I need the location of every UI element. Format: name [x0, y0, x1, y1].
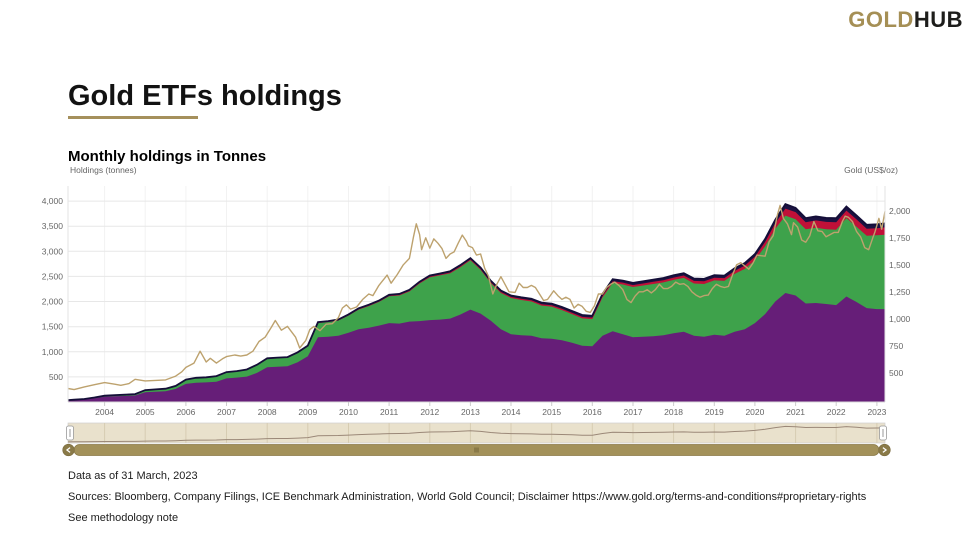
methodology-link[interactable]: See methodology note: [68, 512, 179, 524]
axis-tick-label: 2006: [176, 407, 195, 417]
axis-tick-label: 750: [889, 341, 903, 351]
scrollbar-grip[interactable]: [474, 447, 479, 453]
axis-tick-label: 2011: [380, 407, 399, 417]
goldhub-logo[interactable]: GOLDHUB: [848, 7, 963, 33]
axis-tick-label: 2,500: [42, 271, 64, 281]
axis-tick-label: 2020: [745, 407, 764, 417]
scrollbar-button-left[interactable]: [62, 443, 75, 457]
navigator[interactable]: [66, 422, 887, 444]
page-title: Gold ETFs holdings: [68, 80, 342, 112]
axis-tick-label: 2015: [542, 407, 561, 417]
axis-tick-label: 4,000: [42, 196, 64, 206]
left-axis-title: Holdings (tonnes): [70, 165, 137, 175]
axis-tick-label: 500: [49, 372, 63, 382]
gold-price-line: [67, 204, 886, 391]
axis-tick-label: 1,500: [42, 322, 64, 332]
axis-tick-label: 2016: [583, 407, 602, 417]
logo-gold-text: GOLD: [848, 7, 914, 32]
axis-tick-label: 2007: [217, 407, 236, 417]
title-underline: [68, 116, 198, 119]
data-as-of-note: Data as of 31 March, 2023: [68, 470, 198, 482]
axis-tick-label: 3,500: [42, 221, 64, 231]
axis-tick-label: 2018: [664, 407, 683, 417]
chart-svg: 500 1,000 1,500 2,000 2,500 3,000 3,500 4,000 50…: [42, 186, 911, 457]
axis-tick-label: 3,000: [42, 246, 64, 256]
total-outline: [67, 203, 886, 401]
axis-tick-label: 2022: [827, 407, 846, 417]
axis-tick-label: 500: [889, 368, 903, 378]
axis-tick-label: 2019: [705, 407, 724, 417]
axis-tick-label: 2004: [95, 407, 114, 417]
scrollbar[interactable]: [62, 443, 891, 457]
navigator-series-line: [67, 425, 886, 443]
holdings-chart: 500 1,000 1,500 2,000 2,500 3,000 3,500 4,000 50…: [42, 186, 911, 457]
axis-tick-label: 2017: [624, 407, 643, 417]
axis-tick-label: 2013: [461, 407, 480, 417]
axis-tick-label: 2012: [420, 407, 439, 417]
axis-tick-label: 1,250: [889, 287, 911, 297]
axis-tick-label: 2009: [298, 407, 317, 417]
chart-title: Monthly holdings in Tonnes: [68, 148, 267, 165]
axis-tick-label: 2005: [136, 407, 155, 417]
plot-area: [67, 203, 886, 402]
navigator-handle-left[interactable]: [66, 425, 74, 441]
scrollbar-button-right[interactable]: [878, 443, 891, 457]
axis-tick-label: 2023: [867, 407, 886, 417]
navigator-handle-right[interactable]: [879, 425, 887, 441]
axis-tick-label: 1,000: [42, 347, 64, 357]
logo-hub-text: HUB: [913, 7, 963, 32]
sources-note: Sources: Bloomberg, Company Filings, ICE…: [68, 491, 867, 503]
axis-tick-label: 2,000: [42, 297, 64, 307]
right-axis-title: Gold (US$/oz): [844, 165, 898, 175]
area-north-america: [68, 293, 885, 402]
axis-tick-label: 1,750: [889, 233, 911, 243]
axis-tick-label: 2008: [258, 407, 277, 417]
axis-tick-label: 1,000: [889, 314, 911, 324]
axis-tick-label: 2,000: [889, 206, 911, 216]
axis-tick-label: 2014: [502, 407, 521, 417]
axis-tick-label: 2010: [339, 407, 358, 417]
axis-tick-label: 2021: [786, 407, 805, 417]
axis-tick-label: 1,500: [889, 260, 911, 270]
